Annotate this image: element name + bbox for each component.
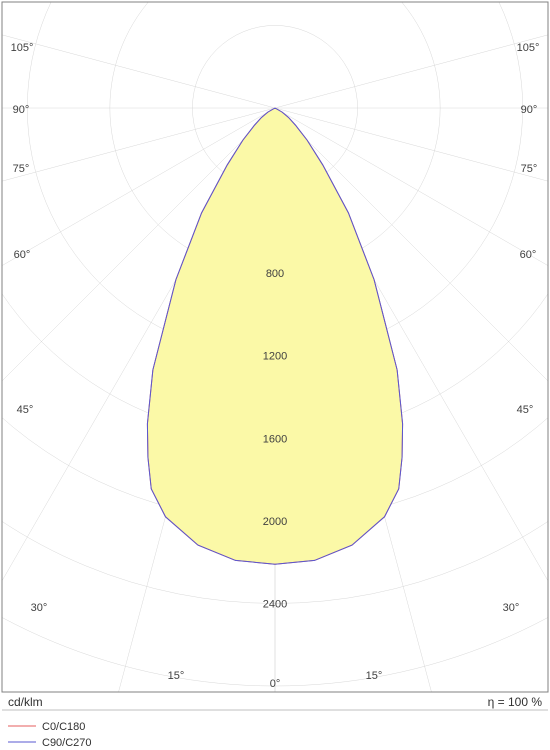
radial-tick-label: 800 (266, 268, 284, 280)
legend-label: C90/C270 (42, 737, 92, 749)
legend-label: C0/C180 (42, 721, 85, 733)
angle-label: 105° (517, 42, 540, 54)
fill-area (147, 108, 402, 564)
angle-label: 0° (270, 678, 281, 690)
angle-label: 60° (14, 249, 31, 261)
angle-label: 15° (168, 670, 185, 682)
unit-label: cd/klm (8, 695, 43, 709)
angle-label: 90° (13, 104, 30, 116)
eta-label: η = 100 % (488, 695, 543, 709)
radial-tick-label: 1600 (263, 433, 287, 445)
angle-label: 90° (521, 104, 538, 116)
radial-tick-label: 2000 (263, 516, 287, 528)
angle-label: 60° (520, 249, 537, 261)
angle-label: 45° (17, 404, 34, 416)
radial-tick-label: 2400 (263, 598, 287, 610)
angle-label: 75° (13, 163, 30, 175)
angle-label: 75° (521, 163, 538, 175)
angle-label: 30° (31, 602, 48, 614)
angle-label: 15° (366, 670, 383, 682)
angle-label: 45° (517, 404, 534, 416)
radial-tick-label: 1200 (263, 351, 287, 363)
angle-label: 105° (11, 42, 34, 54)
angle-label: 30° (503, 602, 520, 614)
